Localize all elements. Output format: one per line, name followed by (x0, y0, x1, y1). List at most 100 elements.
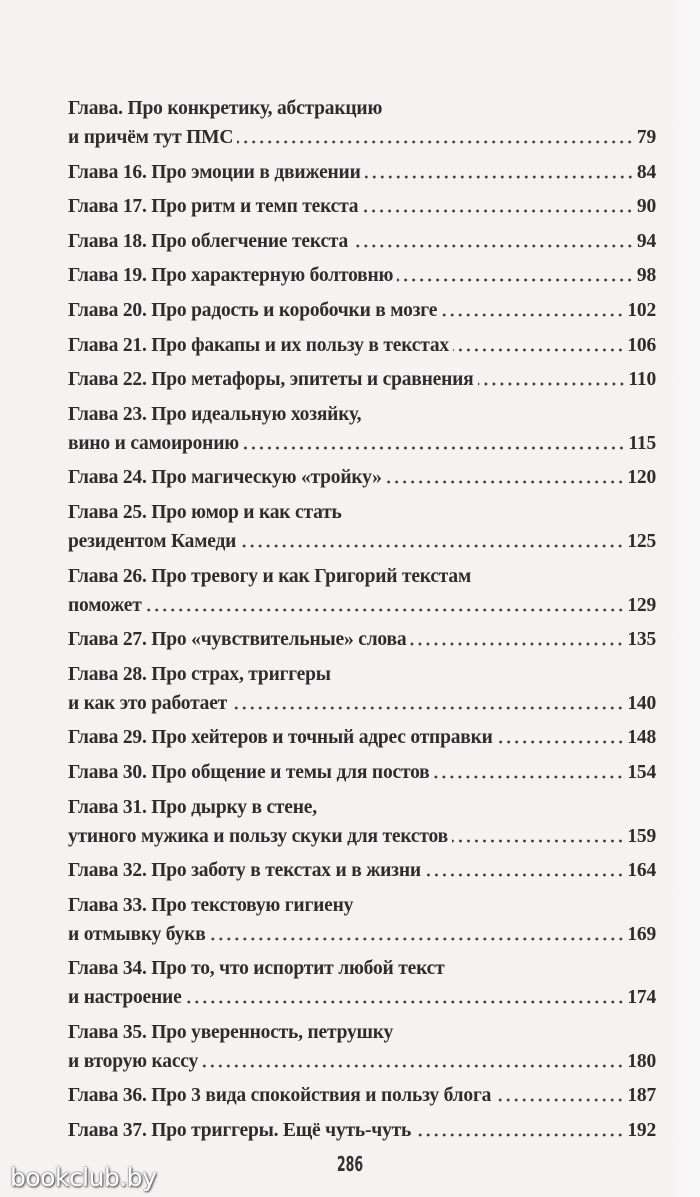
page-ref: 148 (627, 727, 656, 749)
table-of-contents: Глава. Про конкретику, абстракцию и причё… (68, 94, 656, 1151)
toc-entry-line: Глава 18. Про облегчение текста 94 (68, 227, 656, 256)
page-ref: 174 (627, 987, 656, 1009)
page-ref: 84 (636, 161, 656, 183)
page-ref: 154 (627, 761, 656, 783)
chapter-title: Глава 18. Про облегчение текста (68, 230, 349, 252)
dot-leader (237, 140, 634, 144)
toc-entry: Глава 33. Про текстовую гигиену и отмывку… (68, 891, 656, 949)
toc-entry-line: Глава 26. Про тревогу и как Григорий тек… (68, 562, 656, 591)
toc-entry-line: утиного мужика и пользу скуки для тексто… (68, 822, 656, 851)
dot-leader (209, 936, 625, 941)
toc-entry-line: Глава 21. Про факапы и их пользу в текст… (68, 331, 656, 360)
toc-entry-line: Глава 31. Про дырку в стене, (68, 793, 656, 822)
page-ref: 180 (627, 1050, 656, 1072)
toc-entry: Глава 23. Про идеальную хозяйку, вино и с… (68, 400, 656, 458)
dot-leader (242, 445, 626, 450)
toc-entry-line: Глава 29. Про хейтеров и точный адрес от… (68, 723, 656, 752)
dot-leader (385, 480, 625, 485)
toc-entry-line: Глава 32. Про заботу в текстах и в жизни… (68, 856, 656, 885)
chapter-title: Глава 35. Про уверенность, петрушку (68, 1021, 394, 1043)
toc-entry-line: Глава 16. Про эмоции в движении 84 (68, 158, 656, 187)
dot-leader (410, 642, 625, 647)
toc-entry: Глава 22. Про метафоры, эпитеты и сравне… (68, 365, 656, 394)
toc-entry: Глава 31. Про дырку в стене, утиного мужи… (68, 793, 656, 851)
toc-entry-line: Глава 23. Про идеальную хозяйку, (68, 400, 656, 429)
page-ref: 94 (636, 230, 656, 252)
chapter-title: Глава 25. Про юмор и как стать (68, 501, 342, 523)
dot-leader (415, 1133, 625, 1138)
page-ref: 102 (627, 299, 656, 321)
page-ref: 110 (628, 369, 656, 391)
chapter-title: Глава 29. Про хейтеров и точный адрес от… (68, 727, 493, 749)
toc-entry-line: вино и самоиронию 115 (68, 429, 656, 458)
toc-entry-line: и настроение 174 (68, 983, 656, 1012)
page-ref: 140 (627, 692, 656, 714)
toc-entry: Глава 20. Про радость и коробочки в мозг… (68, 296, 656, 325)
chapter-title: Глава 27. Про «чувствительные» слова (68, 629, 407, 651)
page-ref: 159 (627, 825, 656, 847)
toc-entry-line: Глава 28. Про страх, триггеры (68, 660, 656, 689)
chapter-title: резидентом Камеди (68, 530, 237, 552)
toc-entry: Глава 28. Про страх, триггеры и как это р… (68, 660, 656, 718)
toc-entry: Глава 25. Про юмор и как стать резидентом… (68, 498, 656, 556)
toc-entry-line: и причём тут ПМС 79 (68, 123, 656, 152)
chapter-title: Глава 32. Про заботу в текстах и в жизни (68, 860, 421, 882)
toc-entry: Глава 16. Про эмоции в движении 84 (68, 158, 656, 187)
chapter-title: Глава 26. Про тревогу и как Григорий тек… (68, 565, 472, 587)
chapter-title: Глава 36. Про 3 вида спокойствия и польз… (68, 1085, 492, 1107)
toc-entry-line: Глава 34. Про то, что испортит любой тек… (68, 954, 656, 983)
chapter-title: Глава 24. Про магическую «тройку» (68, 467, 382, 489)
toc-entry-line: Глава 27. Про «чувствительные» слова 135 (68, 625, 656, 654)
chapter-title: Глава 21. Про факапы и их пользу в текст… (68, 334, 449, 356)
page-ref: 120 (627, 467, 656, 489)
dot-leader (424, 873, 625, 878)
page-ref: 187 (627, 1085, 656, 1107)
toc-entry-line: Глава 33. Про текстовую гигиену (68, 891, 656, 920)
chapter-title: Глава 33. Про текстовую гигиену (68, 894, 354, 916)
chapter-title: Глава 30. Про общение и темы для постов (68, 761, 430, 783)
chapter-title: Глава 31. Про дырку в стене, (68, 796, 317, 818)
page-ref: 115 (628, 432, 656, 454)
toc-entry-line: поможет 129 (68, 591, 656, 620)
chapter-title: Глава 19. Про характерную болтовню (68, 265, 394, 287)
watermark: bookclub.by (10, 1163, 157, 1192)
page-ref: 169 (627, 923, 656, 945)
dot-leader (364, 174, 634, 179)
toc-entry-line: Глава 17. Про ритм и темп текста 90 (68, 192, 656, 221)
dot-leader (451, 838, 625, 843)
toc-entry-line: Глава. Про конкретику, абстракцию (68, 94, 656, 123)
toc-entry: Глава 37. Про триггеры. Ещё чуть-чуть 192 (68, 1116, 656, 1145)
chapter-title: Глава 28. Про страх, триггеры (68, 663, 331, 685)
page-ref: 98 (636, 265, 656, 287)
toc-entry-line: Глава 30. Про общение и темы для постов 1… (68, 758, 656, 787)
toc-entry: Глава 30. Про общение и темы для постов 1… (68, 758, 656, 787)
toc-entry: Глава 26. Про тревогу и как Григорий тек… (68, 562, 656, 620)
chapter-title: Глава 23. Про идеальную хозяйку, (68, 403, 362, 425)
toc-entry-line: Глава 25. Про юмор и как стать (68, 498, 656, 527)
chapter-title: вино и самоиронию (68, 432, 239, 454)
toc-entry-line: и как это работает 140 (68, 689, 656, 718)
dot-leader (496, 740, 625, 745)
chapter-title: и как это работает (68, 692, 228, 714)
chapter-title: Глава 37. Про триггеры. Ещё чуть-чуть (68, 1120, 412, 1142)
toc-entry-line: резидентом Камеди 125 (68, 527, 656, 556)
chapter-title: Глава 16. Про эмоции в движении (68, 161, 361, 183)
page-ref: 125 (627, 530, 656, 552)
dot-leader (145, 607, 625, 612)
chapter-title: утиного мужика и пользу скуки для тексто… (68, 825, 448, 847)
dot-leader (477, 382, 626, 387)
toc-entry-line: Глава 24. Про магическую «тройку» 120 (68, 463, 656, 492)
dot-leader (231, 705, 625, 710)
toc-entry: Глава 19. Про характерную болтовню 98 (68, 261, 656, 290)
toc-entry: Глава 24. Про магическую «тройку» 120 (68, 463, 656, 492)
toc-entry: Глава 17. Про ритм и темп текста 90 (68, 192, 656, 221)
toc-entry: Глава 18. Про облегчение текста 94 (68, 227, 656, 256)
toc-entry-line: Глава 22. Про метафоры, эпитеты и сравне… (68, 365, 656, 394)
page-ref: 129 (627, 594, 656, 616)
dot-leader (397, 278, 634, 283)
page-ref: 192 (627, 1120, 656, 1142)
page-ref: 90 (636, 196, 656, 218)
toc-entry: Глава 27. Про «чувствительные» слова 135 (68, 625, 656, 654)
chapter-title: Глава 20. Про радость и коробочки в мозг… (68, 299, 438, 321)
toc-entry: Глава 21. Про факапы и их пользу в текст… (68, 331, 656, 360)
